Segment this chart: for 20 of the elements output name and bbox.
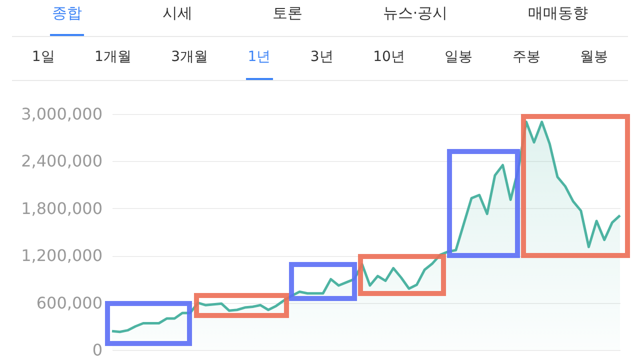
y-tick-label: 2,400,000 [21, 152, 102, 171]
text: 매매동향 [526, 3, 589, 24]
text: 뉴스·공시 [382, 3, 449, 24]
y-tick-label: 1,800,000 [21, 198, 102, 218]
text: 일봉 [444, 48, 474, 67]
text: 토론 [272, 3, 304, 24]
y-tick-label: 600,000 [36, 293, 102, 312]
y-tick-label: 3,000,000 [21, 104, 102, 124]
text: 주봉 [511, 48, 542, 67]
text: 시세 [161, 3, 194, 24]
text: 1년 [246, 44, 273, 80]
y-tick-label: 1,200,000 [21, 246, 102, 266]
text: 1일 [30, 48, 56, 67]
text: 1개월 [94, 48, 132, 67]
y-tick-label: 0 [92, 340, 102, 360]
text: 월봉 [579, 48, 610, 67]
text: 종합 [50, 0, 84, 36]
text: 10년 [372, 48, 406, 67]
text: 3개월 [170, 48, 210, 67]
text: 3년 [309, 48, 334, 67]
